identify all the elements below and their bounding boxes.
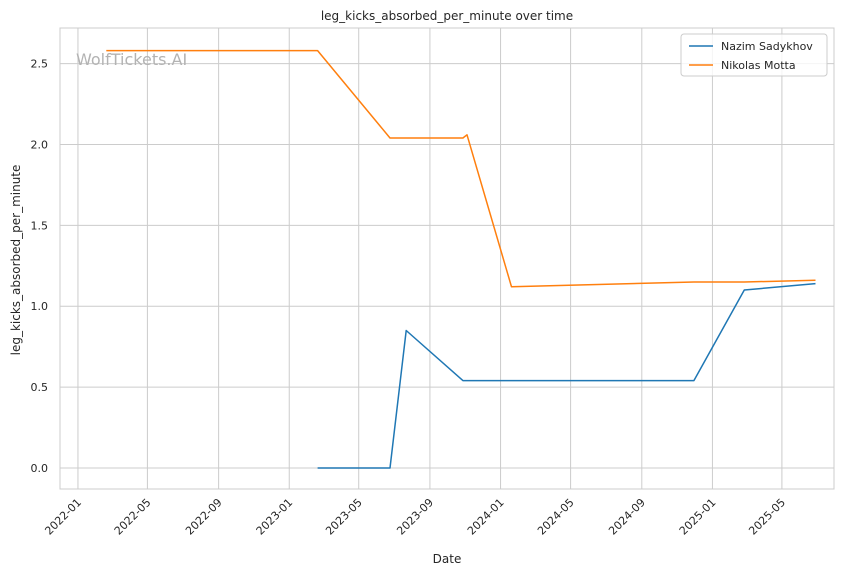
y-axis-ticks: 0.0 0.5 1.0 1.5 2.0 2.5	[31, 58, 49, 475]
watermark: WolfTickets.AI	[76, 50, 187, 69]
x-axis-title: Date	[433, 552, 462, 566]
y-axis-title: leg_kicks_absorbed_per_minute	[9, 165, 23, 356]
legend: Nazim Sadykhov Nikolas Motta	[680, 33, 828, 77]
chart-title: leg_kicks_absorbed_per_minute over time	[321, 9, 573, 23]
y-tick-label: 2.0	[31, 138, 49, 151]
y-tick-label: 1.5	[31, 219, 49, 232]
series-line-0	[317, 282, 816, 469]
grid	[60, 28, 834, 489]
series-group	[106, 49, 816, 469]
y-tick-label: 0.5	[31, 381, 49, 394]
plot-frame	[59, 27, 835, 490]
series-line-1	[106, 49, 816, 288]
y-tick-label: 0.0	[31, 462, 49, 475]
y-tick-label: 1.0	[31, 300, 49, 313]
legend-label: Nazim Sadykhov	[721, 40, 813, 53]
legend-label: Nikolas Motta	[721, 59, 796, 72]
y-tick-label: 2.5	[31, 58, 49, 71]
legend-box	[680, 33, 828, 77]
